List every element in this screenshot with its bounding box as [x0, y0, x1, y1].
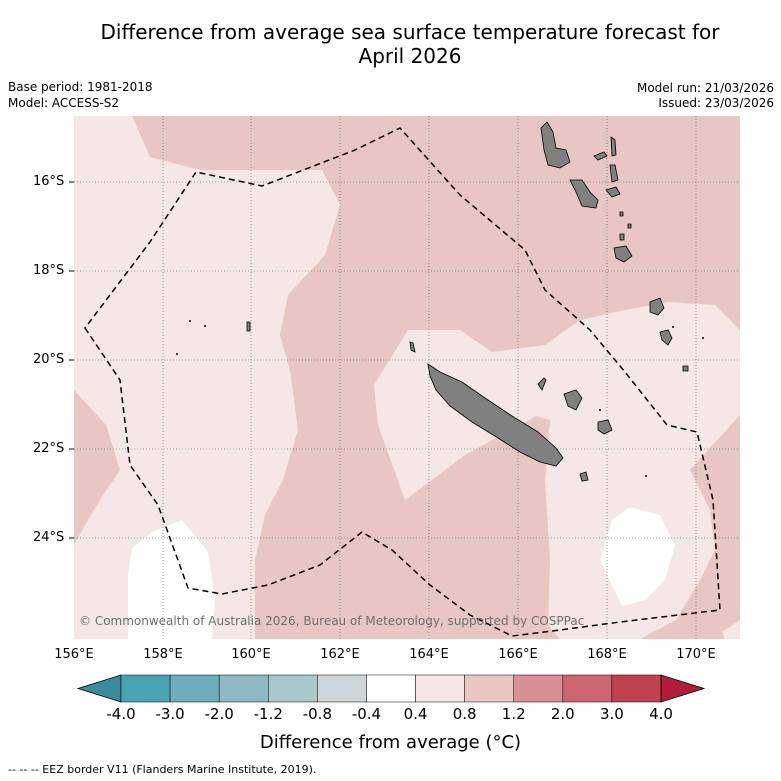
colorbar-tick-label: -0.4 [351, 705, 382, 723]
colorbar-arrow-low [76, 674, 122, 703]
colorbar-segment [120, 674, 171, 703]
lon-label-170e: 170°E [676, 647, 716, 662]
land-vanuatu-malekula [569, 179, 599, 209]
colorbar-segment [562, 674, 613, 703]
colorbar-tick-label: -1.2 [253, 705, 283, 723]
land-loyalty-lifou [563, 389, 583, 411]
lon-label-166e: 166°E [498, 647, 538, 662]
eez-border [84, 127, 721, 637]
lat-label-24s: 24°S [33, 530, 65, 545]
land-vanuatu-maewo [610, 136, 617, 157]
anomaly-field [74, 116, 740, 639]
colorbar-tick-label: 0.8 [452, 705, 477, 723]
colorbar [76, 674, 706, 703]
axis-ticks [69, 181, 74, 539]
lat-label-16s: 16°S [33, 174, 65, 189]
chart-title-line2: April 2026 [358, 44, 462, 68]
colorbar-tick-label: -0.8 [302, 705, 332, 723]
colorbar-tick-label: 3.0 [599, 705, 624, 723]
lon-label-168e: 168°E [587, 647, 627, 662]
land-loyalty-mare [597, 419, 613, 435]
lon-label-164e: 164°E [409, 647, 449, 662]
lat-label-20s: 20°S [33, 352, 65, 367]
land-belep [409, 341, 416, 353]
land-islet-c [619, 233, 625, 241]
land-islet-b [627, 223, 632, 229]
model-name: Model: ACCESS-S2 [8, 96, 120, 110]
colorbar-segment [169, 674, 220, 703]
model-run: Model run: 21/03/2026 [636, 81, 774, 95]
land-vanuatu-epi [605, 186, 621, 198]
colorbar-segment [366, 674, 416, 703]
land-isle-of-pines [579, 471, 589, 482]
land-vanuatu-erromango [659, 329, 673, 346]
colorbar-tick-label: 1.2 [501, 705, 526, 723]
graticule [74, 116, 740, 639]
land-islet-a [619, 211, 624, 217]
lat-label-22s: 22°S [33, 441, 65, 456]
colorbar-segment [464, 674, 514, 703]
eez-footnote: -- -- -- EEZ border V11 (Flanders Marine… [8, 763, 317, 776]
colorbar-title: Difference from average (°C) [259, 732, 522, 753]
lat-label-18s: 18°S [33, 263, 65, 278]
region-neutral-west [128, 520, 215, 639]
copyright-notice: © Commonwealth of Australia 2026, Bureau… [79, 614, 585, 628]
colorbar-tick-label: 4.0 [649, 705, 673, 723]
land-chesterfield [246, 321, 251, 332]
colorbar-segment [218, 674, 269, 703]
colorbar-segment [513, 674, 564, 703]
region-0p4-0p8-west [74, 116, 340, 639]
lon-label-162e: 162°E [320, 647, 360, 662]
land-vanuatu-ambae [593, 151, 608, 161]
colorbar-arrow-high [660, 674, 706, 703]
colorbar-tick-label: -4.0 [106, 705, 136, 723]
colorbar-segment [317, 674, 367, 703]
tiny-islets [176, 320, 704, 477]
land-loyalty-ouvea [537, 377, 547, 391]
land-vanuatu-tanna [649, 297, 665, 316]
region-neutral-east [600, 507, 675, 606]
colorbar-tick-label: -3.0 [155, 705, 185, 723]
land [246, 121, 689, 482]
colorbar-tick-label: -2.0 [204, 705, 234, 723]
colorbar-segment [611, 674, 662, 703]
region-0p4-0p8-corner [722, 620, 740, 639]
land-new-caledonia [427, 363, 564, 467]
land-vanuatu-espiritu-santo [540, 121, 571, 169]
chart-title-line1: Difference from average sea surface temp… [100, 20, 720, 44]
lon-label-156e: 156°E [54, 647, 94, 662]
colorbar-segment [268, 674, 318, 703]
lon-label-160e: 160°E [231, 647, 271, 662]
colorbar-tick-label: 2.0 [550, 705, 575, 723]
land-vanuatu-efate [613, 245, 633, 263]
colorbar-segment [415, 674, 465, 703]
colorbar-tick-label: 0.4 [403, 705, 428, 723]
base-period: Base period: 1981-2018 [8, 80, 153, 94]
land-hunter [682, 365, 689, 372]
land-vanuatu-pentecost [609, 164, 619, 183]
issued-date: Issued: 23/03/2026 [658, 96, 774, 110]
lon-label-158e: 158°E [143, 647, 183, 662]
